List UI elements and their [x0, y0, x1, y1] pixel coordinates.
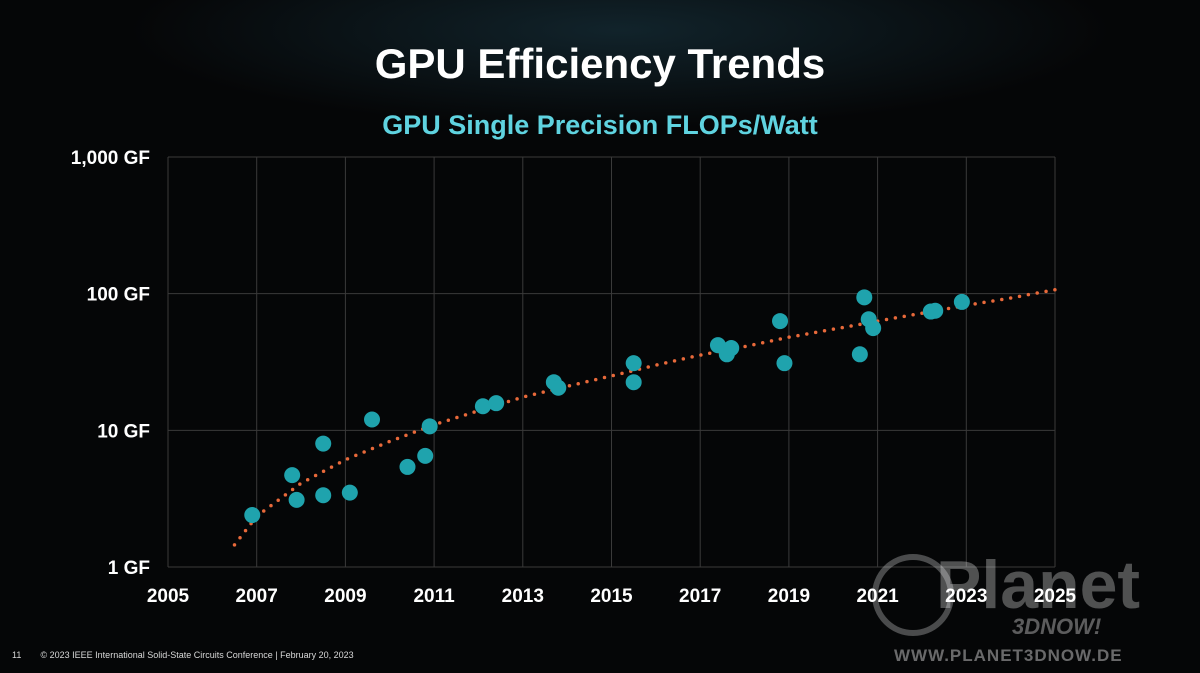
x-tick-label: 2005 — [147, 586, 190, 607]
data-point — [315, 435, 332, 452]
data-point — [488, 395, 505, 412]
chart-subtitle: GPU Single Precision FLOPs/Watt — [382, 110, 818, 140]
slide-title: GPU Efficiency Trends — [374, 40, 826, 87]
data-point — [341, 484, 358, 501]
axis-labels: 2005 2007 2009 2011 2013 2015 2017 2019 2021 2023… — [71, 148, 1077, 607]
data-point — [851, 346, 868, 363]
data-point — [284, 467, 301, 484]
watermark-url: WWW.PLANET3DNOW.DE — [894, 646, 1123, 665]
page-number: 11 — [12, 650, 22, 660]
y-tick-label: 1 GF — [108, 558, 150, 579]
x-tick-label: 2011 — [413, 586, 455, 607]
x-tick-label: 2019 — [768, 586, 810, 607]
x-tick-label: 2017 — [679, 586, 721, 607]
watermark-logo: Planet 3DNOW! WWW.PLANET3DNOW.DE — [870, 547, 1200, 668]
data-point — [421, 418, 438, 435]
watermark-sub: 3DNOW! — [1012, 614, 1102, 639]
data-point — [625, 355, 642, 372]
y-tick-label: 10 GF — [97, 421, 150, 442]
data-point — [772, 313, 789, 330]
data-point — [244, 507, 261, 524]
x-tick-label: 2013 — [502, 586, 544, 607]
data-point — [723, 340, 740, 357]
data-points — [244, 289, 970, 524]
data-point — [417, 447, 434, 464]
y-tick-label: 100 GF — [87, 285, 150, 306]
data-point — [856, 289, 873, 306]
watermark-brand: Planet — [936, 547, 1141, 623]
data-point — [865, 320, 882, 337]
data-point — [364, 411, 381, 428]
y-tick-label: 1,000 GF — [71, 148, 150, 169]
x-tick-label: 2023 — [945, 586, 987, 607]
data-point — [776, 355, 793, 372]
data-point — [625, 374, 642, 391]
trendline-path — [232, 287, 1057, 547]
x-tick-label: 2009 — [324, 586, 366, 607]
planet-logo-icon — [872, 554, 954, 636]
x-tick-label: 2025 — [1034, 586, 1077, 607]
slide-footer: 11 © 2023 IEEE International Solid-State… — [12, 650, 354, 660]
grid-lines — [167, 156, 1056, 568]
data-point — [953, 293, 970, 310]
x-tick-label: 2007 — [236, 586, 278, 607]
data-point — [399, 458, 416, 475]
data-point — [288, 491, 305, 508]
footer-text: © 2023 IEEE International Solid-State Ci… — [40, 650, 354, 660]
data-point — [474, 398, 491, 415]
data-point — [315, 487, 332, 504]
data-point — [550, 379, 567, 396]
x-tick-label: 2015 — [590, 586, 633, 607]
trendline — [232, 287, 1057, 547]
data-point — [927, 302, 944, 319]
